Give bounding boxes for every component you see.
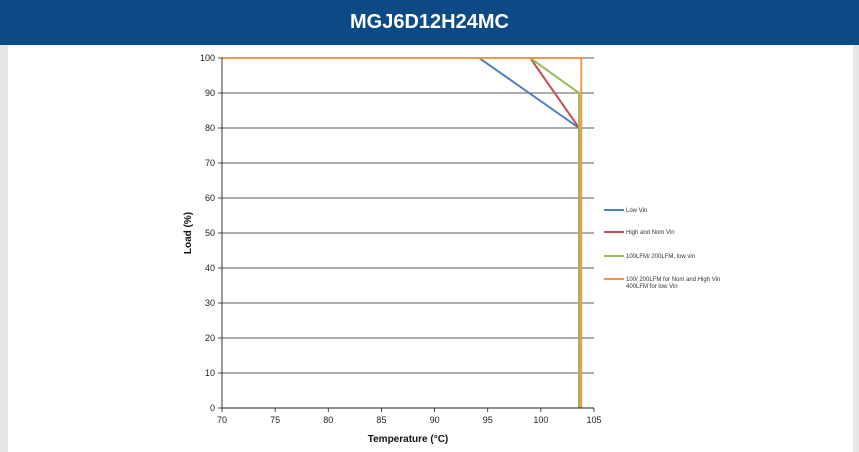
legend-label: 100LFM/ 200LFM, low vin <box>626 254 695 260</box>
series-lines <box>222 57 583 408</box>
x-axis-label: Temperature (°C) <box>368 434 449 445</box>
x-tick-label: 70 <box>217 415 227 425</box>
x-tick-label: 90 <box>430 415 440 425</box>
gridlines <box>222 57 594 374</box>
x-tick-label: 95 <box>483 415 493 425</box>
chart-title: MGJ6D12H24MC <box>350 11 509 33</box>
chart-panel: 0 10 20 30 40 50 60 70 80 90 100 70 75 80 85 90 95 100 105… <box>8 45 853 452</box>
y-tick-label: 0 <box>210 403 215 413</box>
x-tick-label: 85 <box>376 415 386 425</box>
legend: Low Vin High and Nom Vin 100LFM/ 200LFM, l… <box>604 208 720 290</box>
y-tick-label: 50 <box>205 228 215 238</box>
chart-title-banner: MGJ6D12H24MC <box>0 0 859 45</box>
legend-label: 100/ 200LFM for Nom and High Vin <box>626 277 720 283</box>
legend-label: 400LFM for low Vin <box>626 284 678 290</box>
y-tick-label: 100 <box>200 53 215 63</box>
x-tick-label: 80 <box>323 415 333 425</box>
x-tick-label: 75 <box>270 415 280 425</box>
y-tick-label: 60 <box>205 193 215 203</box>
tick-labels: 0 10 20 30 40 50 60 70 80 90 100 70 75 80 85 90 95 100 105 <box>200 53 602 425</box>
x-tick-label: 105 <box>586 415 601 425</box>
axes <box>218 57 595 412</box>
y-tick-label: 40 <box>205 263 215 273</box>
y-tick-label: 20 <box>205 333 215 343</box>
legend-label: Low Vin <box>626 208 647 214</box>
series-line-4 <box>222 57 583 408</box>
legend-label: High and Nom Vin <box>626 230 675 236</box>
y-tick-label: 30 <box>205 298 215 308</box>
chart-svg: 0 10 20 30 40 50 60 70 80 90 100 70 75 80 85 90 95 100 105… <box>183 53 720 445</box>
y-axis-label: Load (%) <box>183 212 194 254</box>
y-tick-label: 80 <box>205 123 215 133</box>
y-tick-label: 70 <box>205 158 215 168</box>
x-tick-label: 100 <box>533 415 548 425</box>
y-tick-label: 90 <box>205 88 215 98</box>
y-tick-label: 10 <box>205 368 215 378</box>
